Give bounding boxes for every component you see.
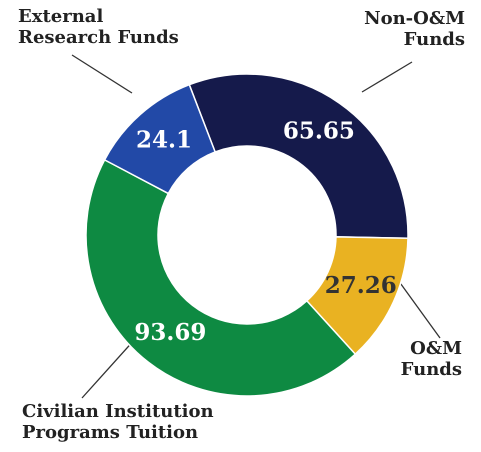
leader-line bbox=[71, 54, 133, 94]
category-label: External Research Funds bbox=[18, 6, 179, 48]
donut-segment bbox=[85, 158, 357, 397]
category-label: O&M Funds bbox=[400, 338, 462, 380]
donut-segment bbox=[188, 73, 409, 240]
donut-segment bbox=[103, 83, 217, 195]
value-label: 27.26 bbox=[325, 272, 397, 299]
category-label: Non-O&M Funds bbox=[364, 8, 465, 50]
value-label: 93.69 bbox=[134, 319, 206, 346]
value-label: 65.65 bbox=[283, 118, 355, 145]
category-label: Civilian Institution Programs Tuition bbox=[22, 401, 214, 443]
leader-line bbox=[81, 337, 137, 399]
leader-line bbox=[397, 279, 441, 339]
leader-line bbox=[361, 61, 413, 93]
value-label: 24.1 bbox=[136, 127, 192, 154]
